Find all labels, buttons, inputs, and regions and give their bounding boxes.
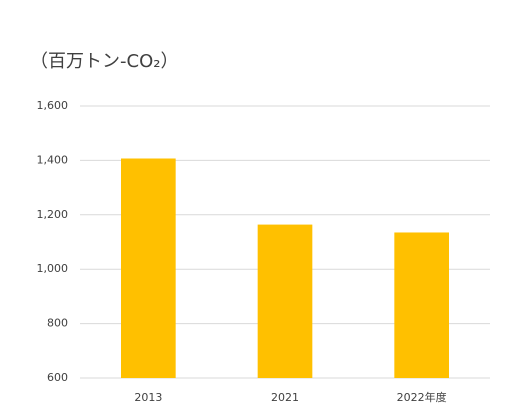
x-tick-label: 2022年度 — [397, 390, 447, 404]
y-tick-label: 1,000 — [37, 262, 69, 275]
bar — [257, 224, 313, 378]
chart-title: （百万トン-CO₂） — [30, 51, 178, 72]
bar — [121, 158, 176, 378]
y-tick-label: 600 — [47, 371, 68, 384]
x-tick-label: 2013 — [134, 391, 162, 404]
y-tick-label: 1,200 — [37, 208, 69, 221]
x-tick-label: 2021 — [271, 391, 299, 404]
bar — [394, 232, 449, 378]
y-tick-label: 800 — [47, 317, 68, 330]
y-tick-label: 1,600 — [37, 99, 69, 112]
y-tick-label: 1,400 — [37, 153, 69, 166]
